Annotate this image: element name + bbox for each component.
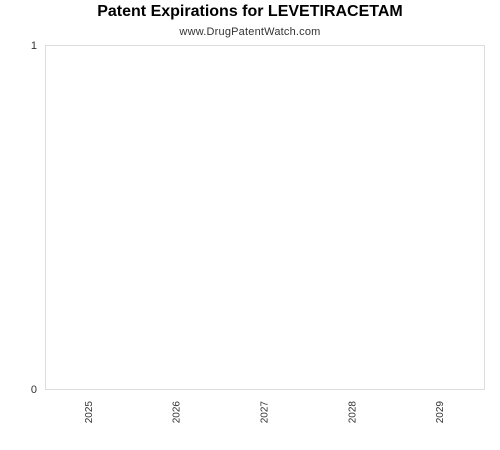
x-tick-label: 2025: [84, 401, 95, 424]
x-tick-label: 2027: [260, 401, 271, 424]
plot-area: [45, 45, 485, 390]
x-axis: 2025 2026 2027 2028 2029: [84, 401, 446, 424]
y-tick-label: 1: [31, 40, 37, 52]
chart-title: Patent Expirations for LEVETIRACETAM: [97, 3, 403, 20]
y-tick-label: 0: [31, 384, 37, 396]
x-tick-label: 2029: [435, 401, 446, 424]
chart-subtitle: www.DrugPatentWatch.com: [179, 26, 321, 38]
x-tick-label: 2028: [347, 401, 358, 424]
x-tick-label: 2026: [172, 401, 183, 424]
y-axis: 01: [31, 40, 37, 396]
